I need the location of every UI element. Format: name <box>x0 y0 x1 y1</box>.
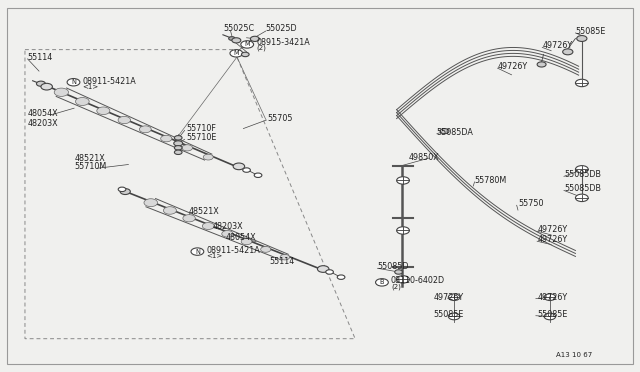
Circle shape <box>182 145 193 151</box>
Circle shape <box>174 150 182 154</box>
Text: 49726Y: 49726Y <box>434 294 464 302</box>
Circle shape <box>222 231 233 237</box>
Circle shape <box>173 141 182 146</box>
Text: 48521X: 48521X <box>189 207 220 216</box>
Circle shape <box>544 294 556 301</box>
Circle shape <box>254 173 262 177</box>
Circle shape <box>191 248 204 255</box>
Circle shape <box>397 177 410 184</box>
Circle shape <box>97 107 110 115</box>
Circle shape <box>575 166 588 173</box>
Circle shape <box>241 52 249 57</box>
Text: 55085D: 55085D <box>378 262 409 271</box>
Circle shape <box>174 145 182 150</box>
Circle shape <box>41 83 52 90</box>
Circle shape <box>232 38 241 43</box>
Text: <1>: <1> <box>83 84 99 90</box>
Circle shape <box>563 49 573 55</box>
Text: 55114: 55114 <box>28 52 52 61</box>
Circle shape <box>174 136 182 140</box>
Text: 55710E: 55710E <box>186 133 216 142</box>
Circle shape <box>326 270 333 274</box>
Text: 49726Y: 49726Y <box>542 41 572 51</box>
Circle shape <box>241 41 253 48</box>
Circle shape <box>67 78 80 86</box>
Circle shape <box>449 313 460 320</box>
Circle shape <box>376 279 388 286</box>
Circle shape <box>163 207 177 214</box>
Text: N: N <box>71 79 76 85</box>
Circle shape <box>118 116 131 124</box>
Circle shape <box>243 168 250 172</box>
Text: 48521X: 48521X <box>74 154 105 163</box>
Text: B: B <box>380 279 384 285</box>
Circle shape <box>577 36 587 41</box>
Circle shape <box>204 154 213 160</box>
Circle shape <box>537 62 546 67</box>
Text: 55025C: 55025C <box>223 24 254 33</box>
Text: M: M <box>244 41 250 47</box>
Text: 55780M: 55780M <box>474 176 507 185</box>
Circle shape <box>233 163 244 170</box>
Text: 55085E: 55085E <box>434 311 464 320</box>
Circle shape <box>449 294 460 301</box>
Text: 55705: 55705 <box>268 114 293 123</box>
Circle shape <box>575 194 588 202</box>
Text: 49726Y: 49726Y <box>537 294 567 302</box>
Circle shape <box>337 275 345 279</box>
Text: 55114: 55114 <box>269 257 294 266</box>
Circle shape <box>575 79 588 87</box>
Text: 49726Y: 49726Y <box>537 225 567 234</box>
Circle shape <box>544 313 556 320</box>
Text: A13 10 67: A13 10 67 <box>556 352 593 357</box>
Text: 55085DB: 55085DB <box>564 170 601 179</box>
Circle shape <box>230 49 243 57</box>
Text: 55085DB: 55085DB <box>564 185 601 193</box>
Circle shape <box>241 238 252 245</box>
Text: 48203X: 48203X <box>212 221 243 231</box>
Circle shape <box>395 270 403 274</box>
Text: (2): (2) <box>256 45 266 51</box>
Text: 55710F: 55710F <box>186 124 216 134</box>
Text: 55025D: 55025D <box>266 24 298 33</box>
Text: 08911-5421A: 08911-5421A <box>83 77 136 86</box>
Circle shape <box>440 129 449 134</box>
Circle shape <box>260 246 271 252</box>
Circle shape <box>144 199 157 206</box>
Text: 55750: 55750 <box>518 199 543 208</box>
Circle shape <box>54 88 68 96</box>
Text: 55085E: 55085E <box>537 311 568 320</box>
Text: N: N <box>195 248 200 254</box>
Circle shape <box>120 189 131 195</box>
Circle shape <box>317 266 329 272</box>
Circle shape <box>36 81 45 86</box>
Circle shape <box>397 227 410 234</box>
Circle shape <box>161 135 172 142</box>
Text: <1>: <1> <box>206 253 223 259</box>
Circle shape <box>397 276 410 283</box>
Text: 55085DA: 55085DA <box>437 128 474 137</box>
Text: M: M <box>234 50 239 56</box>
Circle shape <box>280 254 290 260</box>
Text: 55085E: 55085E <box>575 26 606 36</box>
Circle shape <box>118 187 126 192</box>
Text: 55710M: 55710M <box>74 162 106 171</box>
Text: 48054X: 48054X <box>28 109 58 118</box>
Text: 48054X: 48054X <box>225 232 256 242</box>
Text: 08110-6402D: 08110-6402D <box>391 276 445 285</box>
Text: 08911-5421A: 08911-5421A <box>206 246 260 254</box>
Text: 49726Y: 49726Y <box>537 235 567 244</box>
Circle shape <box>140 126 151 133</box>
Circle shape <box>76 97 89 106</box>
Text: 49726Y: 49726Y <box>497 62 527 71</box>
Circle shape <box>228 37 235 40</box>
Circle shape <box>183 215 195 222</box>
Text: 49850X: 49850X <box>408 153 439 161</box>
Text: 08915-3421A: 08915-3421A <box>256 38 310 48</box>
Text: 48203X: 48203X <box>28 119 58 128</box>
Text: (2): (2) <box>391 283 401 290</box>
Circle shape <box>250 36 259 41</box>
Circle shape <box>202 222 214 230</box>
